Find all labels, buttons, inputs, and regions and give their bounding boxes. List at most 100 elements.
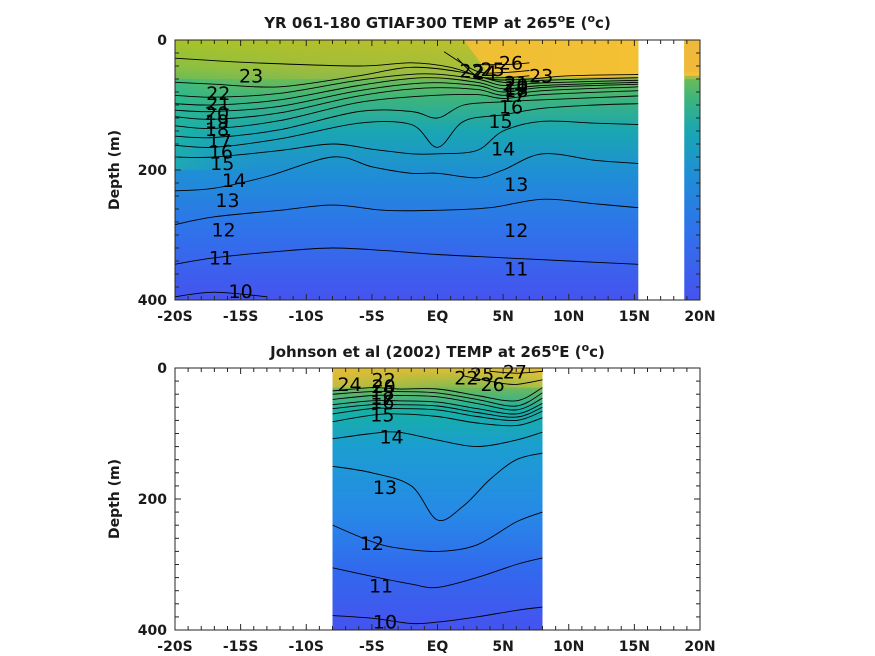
- isotherm-24: [456, 57, 530, 79]
- isotherm-25: [443, 51, 530, 74]
- contour-label: 12: [504, 220, 528, 242]
- x-tick-label: -15S: [223, 309, 258, 325]
- isotherm-17: [175, 90, 639, 130]
- x-tick-label: -15S: [223, 639, 258, 655]
- contour-label: 18: [370, 382, 394, 404]
- isotherm-24: [332, 387, 543, 402]
- contour-label: 19: [504, 78, 528, 100]
- isotherm-27: [489, 370, 543, 374]
- temperature-field: [332, 368, 543, 630]
- isotherm-16: [332, 407, 543, 422]
- isotherm-20: [175, 77, 639, 106]
- isotherm-21: [175, 73, 639, 98]
- contour-label: 17: [502, 85, 526, 107]
- contour-label: 10: [229, 281, 253, 303]
- x-tick-label: 15N: [619, 309, 650, 325]
- isotherm-18: [175, 86, 639, 120]
- isotherm-11: [175, 247, 639, 265]
- contour-label: 14: [491, 139, 515, 161]
- x-tick-label: -20S: [157, 639, 192, 655]
- x-tick-label: 20N: [684, 309, 715, 325]
- contour-label: 11: [504, 258, 528, 280]
- x-tick-label: 10N: [553, 309, 584, 325]
- isotherm-19: [175, 82, 639, 113]
- isotherm-15: [175, 103, 639, 148]
- y-tick-label: 0: [157, 33, 167, 49]
- x-tick-label: EQ: [427, 639, 449, 655]
- contour-label: 21: [206, 93, 230, 115]
- x-tick-label: EQ: [427, 309, 449, 325]
- isotherm-12: [175, 198, 639, 226]
- contour-label: 27: [503, 361, 527, 383]
- contour-label: 25: [470, 364, 494, 386]
- isotherm-20: [332, 394, 543, 411]
- contour-label: 24: [337, 374, 361, 396]
- contour-label: 26: [481, 374, 505, 396]
- contour-label: 22: [460, 61, 484, 83]
- chart-title: YR 061-180 GTIAF300 TEMP at 265oE (oc): [263, 12, 611, 32]
- contour-label: 18: [205, 119, 229, 141]
- x-tick-label: 5N: [492, 309, 513, 325]
- y-tick-label: 200: [138, 163, 167, 179]
- contour-label: 17: [370, 387, 394, 409]
- isotherm-13: [175, 153, 639, 192]
- isotherm-18: [332, 399, 543, 415]
- y-tick-label: 400: [138, 623, 167, 639]
- contour-label: 23: [529, 65, 553, 87]
- isotherm-22: [332, 390, 543, 407]
- isotherm-16: [175, 95, 639, 139]
- isotherm-13: [332, 452, 543, 522]
- y-axis-label: Depth (m): [107, 459, 123, 539]
- isotherm-12: [332, 511, 543, 552]
- isotherm-15: [332, 413, 543, 427]
- contour-label: 15: [370, 405, 394, 427]
- isotherm-22: [175, 66, 639, 88]
- x-tick-label: -10S: [289, 639, 324, 655]
- isotherm-10: [332, 606, 543, 625]
- x-tick-label: -20S: [157, 309, 192, 325]
- contour-label: 15: [488, 111, 512, 133]
- isotherm-23: [175, 57, 639, 81]
- contour-label: 20: [504, 75, 528, 97]
- isotherm-17: [332, 403, 543, 418]
- x-tick-label: 15N: [619, 639, 650, 655]
- isotherm-26: [476, 62, 530, 66]
- contour-label: 22: [454, 367, 478, 389]
- contour-label: 10: [373, 612, 397, 634]
- contour-label: 11: [209, 247, 233, 269]
- contour-label: 22: [206, 83, 230, 105]
- contour-label: 24: [473, 62, 497, 84]
- y-axis-label: Depth (m): [107, 130, 123, 210]
- contour-label: 14: [222, 170, 246, 192]
- contour-label: 16: [209, 141, 233, 163]
- contour-label: 26: [499, 52, 523, 74]
- x-tick-label: -5S: [359, 639, 385, 655]
- contour-label: 19: [205, 111, 229, 133]
- contour-label: 13: [504, 174, 528, 196]
- x-tick-label: -5S: [359, 309, 385, 325]
- contour-label: 11: [369, 576, 393, 598]
- contour-label: 20: [205, 103, 229, 125]
- y-tick-label: 0: [157, 361, 167, 377]
- isotherm-26: [463, 375, 543, 385]
- contour-label: 21: [504, 72, 528, 94]
- contour-label: 17: [208, 130, 232, 152]
- contour-label: 18: [504, 80, 528, 102]
- contour-label: 20: [372, 376, 396, 398]
- y-tick-label: 200: [138, 492, 167, 508]
- contour-label: 25: [481, 59, 505, 81]
- chart-title: Johnson et al (2002) TEMP at 265oE (oc): [269, 341, 605, 361]
- isotherm-14: [332, 431, 543, 448]
- contour-label: 12: [211, 219, 235, 241]
- isotherm-10: [175, 291, 267, 298]
- contour-label: 23: [239, 65, 263, 87]
- contour-label: 13: [215, 190, 239, 212]
- isotherm-11: [332, 557, 543, 589]
- x-tick-label: 20N: [684, 639, 715, 655]
- contour-label: 22: [372, 369, 396, 391]
- contour-label: 16: [370, 392, 394, 414]
- isotherm-14: [175, 120, 639, 158]
